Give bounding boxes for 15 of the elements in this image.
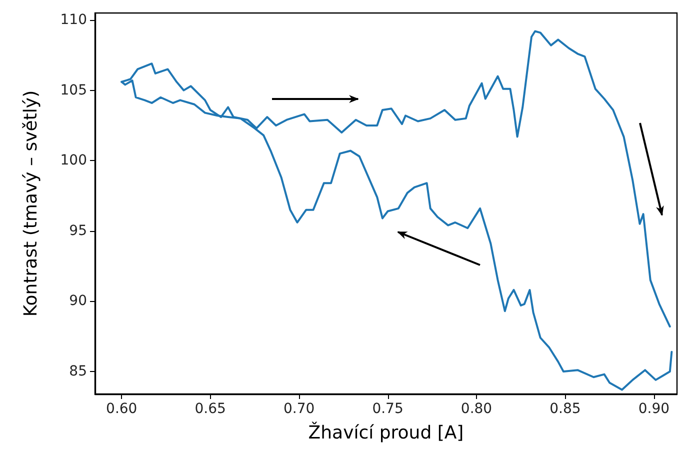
- x-axis-title: Žhavící proud [A]: [308, 422, 464, 444]
- y-tick-label: 85: [69, 364, 87, 380]
- x-tick-label: 0.75: [372, 401, 404, 417]
- y-tick-label: 95: [69, 222, 87, 239]
- x-tick-label: 0.85: [550, 401, 581, 417]
- x-tick-label: 0.90: [638, 401, 670, 417]
- x-tick-label: 0.70: [283, 401, 315, 417]
- x-tick-label: 0.60: [106, 401, 138, 417]
- y-tick-label: 110: [60, 12, 87, 28]
- x-tick-label: 0.80: [460, 401, 492, 417]
- y-axis-title: Kontrast (tmavý – světlý): [20, 90, 42, 317]
- x-tick-label: 0.65: [194, 401, 226, 417]
- y-tick-label: 90: [69, 293, 87, 310]
- y-tick-label: 100: [60, 152, 87, 169]
- y-tick-label: 105: [60, 82, 87, 98]
